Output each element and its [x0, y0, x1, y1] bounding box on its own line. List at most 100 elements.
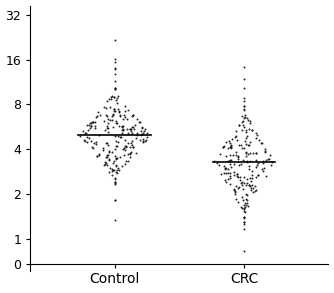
- Point: [224, 166, 229, 170]
- Point: [89, 121, 94, 126]
- Point: [262, 147, 267, 151]
- Point: [112, 197, 117, 202]
- Point: [82, 138, 87, 143]
- Point: [225, 166, 231, 171]
- Point: [241, 108, 247, 113]
- Point: [86, 135, 91, 140]
- Point: [223, 166, 228, 171]
- Point: [240, 186, 245, 191]
- Point: [113, 121, 119, 125]
- Point: [97, 113, 102, 117]
- Point: [228, 145, 234, 150]
- Point: [222, 166, 227, 170]
- Point: [113, 163, 119, 168]
- Point: [95, 110, 101, 115]
- Point: [233, 149, 239, 154]
- Point: [232, 188, 237, 192]
- Point: [226, 158, 232, 163]
- Point: [228, 176, 233, 180]
- Point: [260, 161, 266, 165]
- Point: [109, 172, 115, 177]
- Point: [237, 162, 242, 167]
- Point: [237, 175, 242, 180]
- Point: [112, 87, 117, 91]
- Point: [247, 159, 253, 164]
- Point: [131, 125, 136, 129]
- Point: [241, 76, 247, 81]
- Point: [242, 205, 247, 209]
- Point: [234, 172, 239, 176]
- Point: [218, 171, 224, 176]
- Point: [229, 165, 234, 170]
- Point: [254, 165, 259, 169]
- Point: [93, 125, 98, 130]
- Point: [85, 122, 90, 127]
- Point: [247, 121, 253, 125]
- Point: [140, 139, 146, 143]
- Point: [233, 197, 239, 202]
- Point: [127, 145, 132, 150]
- Point: [249, 168, 255, 173]
- Point: [232, 189, 238, 193]
- Point: [235, 175, 241, 179]
- Point: [243, 136, 249, 141]
- Point: [263, 150, 268, 154]
- Point: [132, 127, 137, 132]
- Point: [241, 203, 246, 208]
- Point: [105, 140, 110, 145]
- Point: [111, 107, 116, 111]
- Point: [215, 161, 220, 166]
- Point: [104, 155, 109, 160]
- Point: [117, 155, 123, 159]
- Point: [107, 117, 113, 122]
- Point: [112, 133, 118, 138]
- Point: [112, 108, 117, 113]
- Point: [220, 145, 226, 150]
- Point: [107, 169, 112, 174]
- Point: [107, 96, 112, 101]
- Point: [114, 144, 120, 149]
- Point: [227, 161, 233, 166]
- Point: [129, 130, 135, 135]
- Point: [90, 120, 96, 125]
- Point: [267, 156, 272, 161]
- Point: [115, 171, 120, 176]
- Point: [87, 125, 92, 130]
- Point: [254, 136, 259, 140]
- Point: [241, 125, 247, 130]
- Point: [103, 128, 108, 132]
- Point: [238, 143, 243, 148]
- Point: [114, 167, 119, 172]
- Point: [139, 125, 144, 130]
- Point: [138, 137, 143, 142]
- Point: [111, 161, 116, 166]
- Point: [136, 120, 142, 125]
- Point: [241, 65, 247, 69]
- Point: [120, 117, 126, 121]
- Point: [225, 171, 231, 176]
- Point: [113, 175, 118, 180]
- Point: [227, 182, 233, 187]
- Point: [112, 57, 117, 62]
- Point: [112, 95, 117, 99]
- Point: [134, 117, 139, 122]
- Point: [254, 151, 259, 155]
- Point: [259, 140, 264, 145]
- Point: [244, 180, 250, 185]
- Point: [89, 119, 95, 124]
- Point: [221, 171, 226, 176]
- Point: [122, 153, 127, 157]
- Point: [265, 157, 270, 161]
- Point: [108, 95, 114, 100]
- Point: [85, 128, 90, 133]
- Point: [130, 125, 135, 130]
- Point: [109, 113, 114, 118]
- Point: [247, 151, 253, 155]
- Point: [82, 130, 88, 135]
- Point: [253, 188, 258, 193]
- Point: [122, 161, 127, 166]
- Point: [241, 181, 247, 186]
- Point: [241, 104, 247, 108]
- Point: [260, 167, 265, 171]
- Point: [138, 128, 144, 133]
